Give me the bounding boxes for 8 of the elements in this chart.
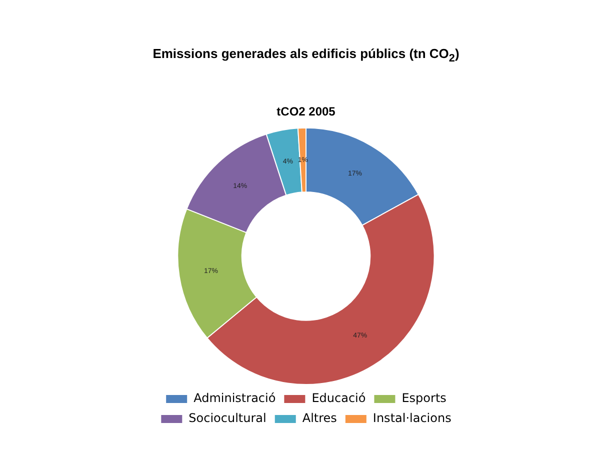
legend-label: Instal·lacions <box>372 410 452 425</box>
legend-label: Altres <box>302 410 337 425</box>
legend-label: Esports <box>402 390 446 405</box>
legend-label: Educació <box>312 390 366 405</box>
chart-title: Emissions generades als edificis públics (tn CO$_{2}$) <box>152 46 460 65</box>
legend-label: Administració <box>194 390 276 405</box>
chart-subtitle: tCO2 2005 <box>276 104 336 118</box>
legend-label: Sociocultural <box>188 410 266 425</box>
